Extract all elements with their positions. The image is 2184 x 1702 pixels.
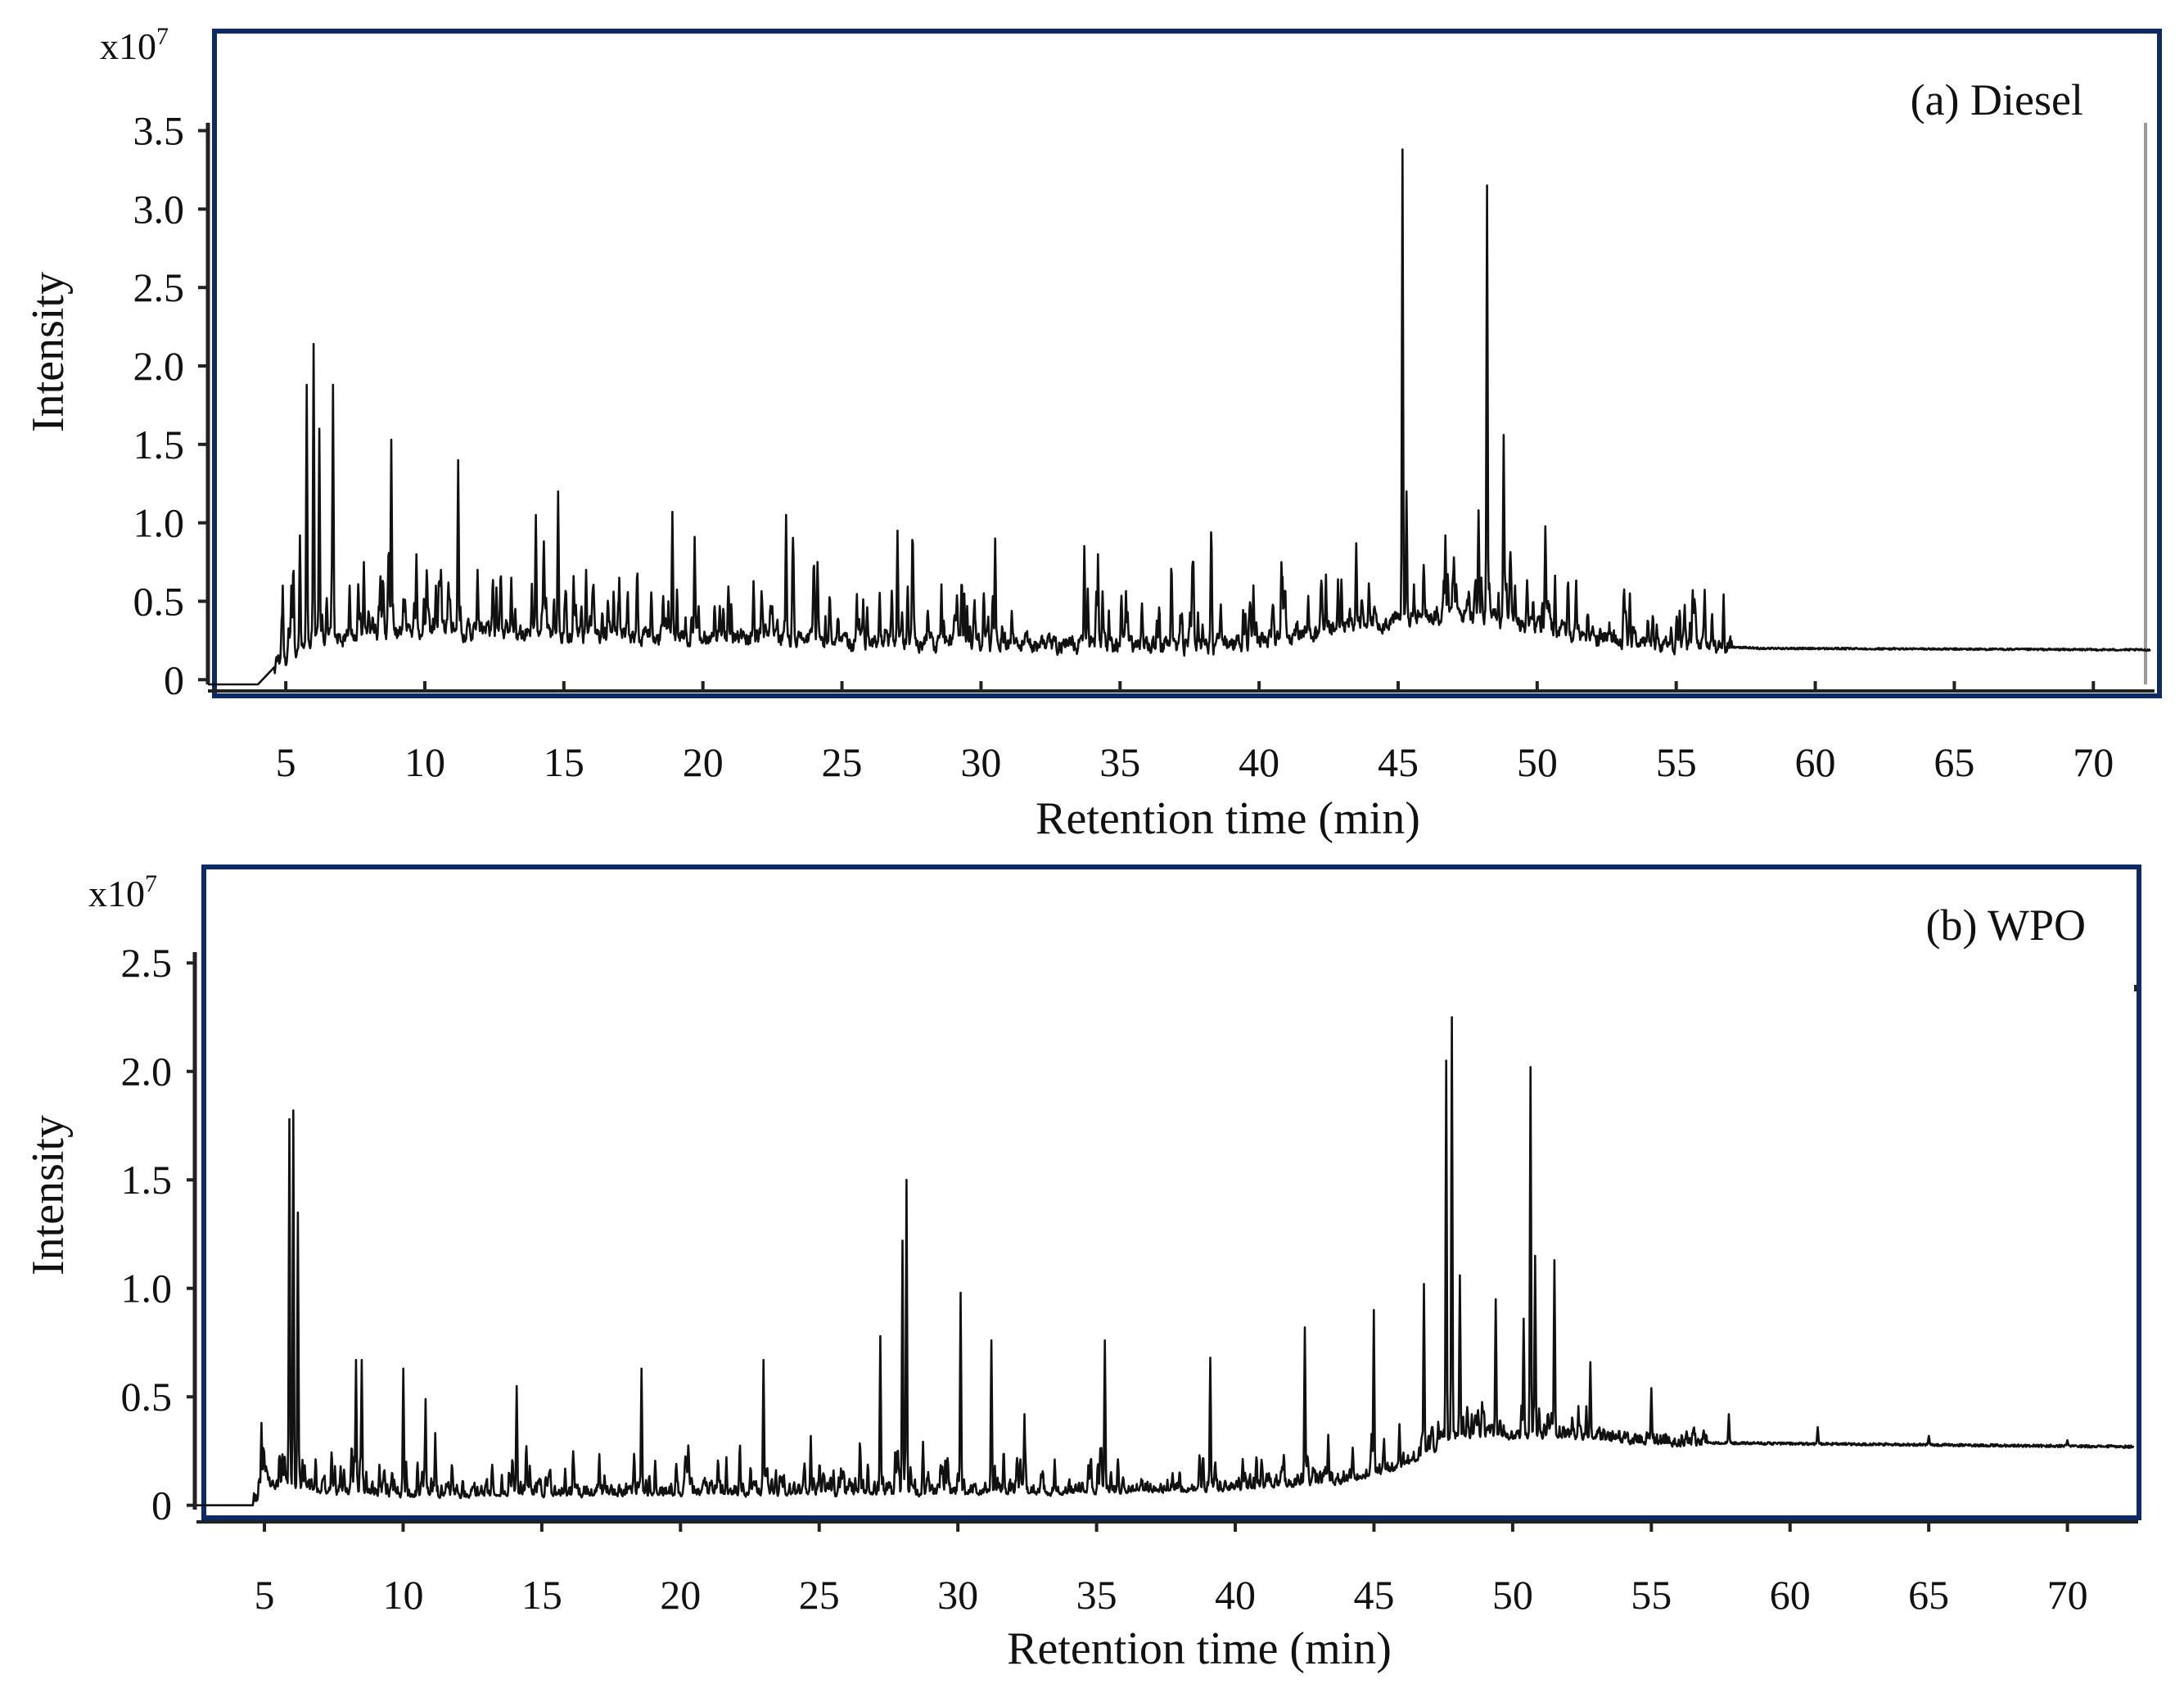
x-tick-label: 70 [2047,1572,2088,1618]
y-tick-label: 1.0 [133,500,185,546]
y-tick-group: 0 0.5 1.0 1.5 2.0 2.5 [121,940,196,1528]
x-axis-title: Retention time (min) [1036,793,1420,844]
x-tick-label: 55 [1631,1572,1672,1618]
x-tick-label: 15 [521,1572,562,1618]
chromatogram-trace [207,148,2151,686]
panel-diesel: x107 Intensity (a) Diesel Retention time… [23,23,2162,844]
x-tick-label: 60 [1770,1572,1811,1618]
x-tick-label: 20 [683,739,724,785]
panel-title: (a) Diesel [1911,75,2083,124]
chromatogram-trace [196,1016,2135,1506]
y-tick-label: 3.0 [133,186,185,232]
y-tick-label: 1.5 [133,422,185,467]
x-tick-label: 35 [1076,1572,1117,1618]
y-tick-label: 1.5 [121,1157,173,1203]
x-tick-label: 55 [1656,739,1697,785]
right-edge-mark [2134,985,2137,991]
x-tick-label: 20 [660,1572,701,1618]
y-tick-label: 1.0 [121,1266,173,1311]
x-tick-label: 10 [404,739,445,785]
x-tick-label: 45 [1353,1572,1394,1618]
y-multiplier-label: x107 [100,23,169,67]
plot-frame [212,29,2162,698]
x-tick-group: 5 10 15 20 25 30 35 40 45 50 55 60 65 70 [276,681,2114,785]
x-tick-label: 45 [1378,739,1419,785]
y-axis-title: Intensity [23,272,74,432]
x-tick-label: 25 [799,1572,840,1618]
y-axis-title: Intensity [23,1115,74,1275]
y-tick-label: 3.5 [133,108,185,154]
x-tick-label: 5 [276,739,296,785]
y-tick-label: 0.5 [121,1374,173,1420]
panel-wpo: x107 Intensity (b) WPO Retention time (m… [23,865,2141,1674]
x-tick-label: 40 [1215,1572,1256,1618]
x-tick-group: 5 10 15 20 25 30 35 40 45 50 55 60 65 70 [255,1522,2088,1618]
y-tick-label: 0 [164,657,184,702]
x-tick-label: 50 [1492,1572,1533,1618]
x-tick-label: 25 [822,739,863,785]
y-tick-label: 2.5 [133,264,185,310]
x-tick-label: 10 [382,1572,423,1618]
y-tick-group: 0 0.5 1.0 1.5 2.0 2.5 3.0 3.5 [133,108,208,702]
y-tick-label: 0.5 [133,578,185,624]
x-tick-label: 65 [1934,739,1974,785]
x-tick-label: 70 [2073,739,2114,785]
panel-title: (b) WPO [1926,901,2087,950]
x-tick-label: 50 [1517,739,1558,785]
x-tick-label: 65 [1908,1572,1949,1618]
x-tick-label: 35 [1099,739,1140,785]
y-tick-label: 2.5 [121,940,173,986]
x-tick-label: 40 [1239,739,1279,785]
x-tick-label: 30 [937,1572,978,1618]
x-axis-title: Retention time (min) [1007,1623,1392,1674]
y-tick-label: 2.0 [121,1049,173,1095]
x-tick-label: 15 [544,739,584,785]
x-tick-label: 5 [255,1572,275,1618]
x-tick-label: 30 [960,739,1001,785]
x-tick-label: 60 [1795,739,1836,785]
plot-frame [201,865,2141,1520]
y-tick-label: 2.0 [133,343,185,389]
y-tick-label: 0 [151,1483,172,1528]
y-multiplier-label: x107 [88,870,157,914]
